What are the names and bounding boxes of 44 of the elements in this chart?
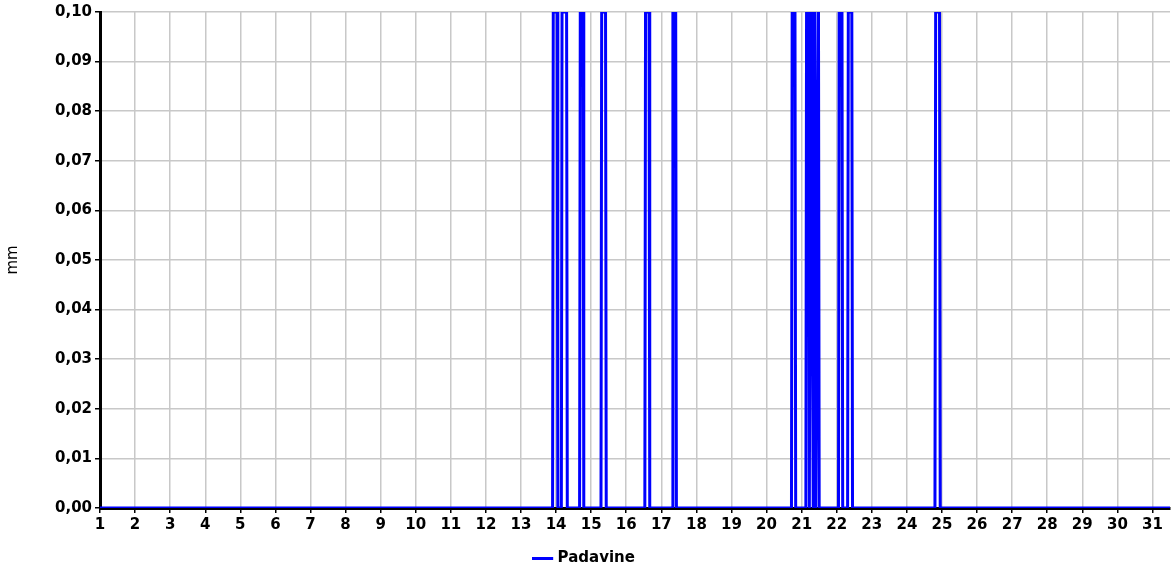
x-tick-label: 28 bbox=[1036, 514, 1058, 533]
y-tick-label: 0,08 bbox=[54, 101, 93, 120]
legend-label: Padavine bbox=[557, 548, 635, 567]
x-tick-label: 4 bbox=[200, 514, 211, 533]
x-tick-label: 22 bbox=[826, 514, 848, 533]
y-tick-label: 0,02 bbox=[54, 398, 93, 417]
y-tick-label: 0,09 bbox=[54, 51, 93, 70]
x-tick-label: 11 bbox=[440, 514, 462, 533]
x-tick-label: 29 bbox=[1071, 514, 1093, 533]
y-tick-label: 0,06 bbox=[54, 200, 93, 219]
x-tick-label: 7 bbox=[305, 514, 316, 533]
y-tick-label: 0,04 bbox=[54, 299, 93, 318]
y-tick-label: 0,01 bbox=[54, 448, 93, 467]
y-tick-label: 0,00 bbox=[54, 497, 93, 516]
x-tick-label: 14 bbox=[545, 514, 567, 533]
y-tick-label: 0,07 bbox=[54, 150, 93, 169]
x-tick-label: 12 bbox=[475, 514, 497, 533]
x-tick-label: 15 bbox=[580, 514, 602, 533]
x-tick-label: 23 bbox=[861, 514, 883, 533]
x-tick-label: 20 bbox=[756, 514, 777, 533]
x-tick-label: 24 bbox=[896, 514, 918, 533]
x-tick-label: 13 bbox=[510, 514, 532, 533]
x-tick-label: 31 bbox=[1142, 514, 1163, 533]
y-axis-title: mm bbox=[2, 245, 21, 275]
x-tick-label: 3 bbox=[164, 514, 176, 533]
x-tick-label: 21 bbox=[791, 514, 813, 533]
x-tick-label: 6 bbox=[270, 514, 281, 533]
x-tick-label: 16 bbox=[615, 514, 637, 533]
x-tick-label: 26 bbox=[966, 514, 988, 533]
x-tick-label: 25 bbox=[931, 514, 953, 533]
x-tick-label: 27 bbox=[1001, 514, 1023, 533]
x-tick-label: 10 bbox=[405, 514, 427, 533]
y-tick-label: 0,03 bbox=[54, 349, 93, 368]
y-tick-label: 0,05 bbox=[54, 249, 93, 268]
x-tick-label: 2 bbox=[129, 514, 141, 533]
x-tick-label: 1 bbox=[94, 514, 106, 533]
x-tick-label: 19 bbox=[721, 514, 742, 533]
y-tick-label: 0,10 bbox=[54, 1, 93, 20]
x-tick-label: 17 bbox=[650, 514, 672, 533]
x-tick-label: 8 bbox=[340, 514, 351, 533]
x-tick-label: 18 bbox=[685, 514, 707, 533]
x-tick-label: 30 bbox=[1106, 514, 1128, 533]
x-tick-label: 5 bbox=[235, 514, 246, 533]
x-tick-label: 9 bbox=[375, 514, 386, 533]
